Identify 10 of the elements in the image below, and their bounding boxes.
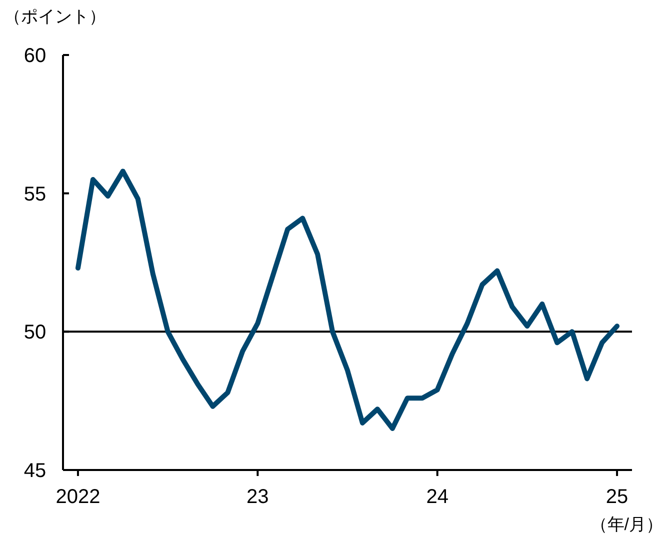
x-axis-title: （年/月） xyxy=(590,515,663,534)
x-tick-label: 25 xyxy=(606,486,628,508)
y-axis-title: （ポイント） xyxy=(4,7,106,26)
x-tick-label: 2022 xyxy=(56,486,100,508)
y-tick-label: 45 xyxy=(24,460,46,482)
x-tick-label: 23 xyxy=(246,486,269,508)
y-tick-label: 50 xyxy=(24,322,46,344)
y-tick-label: 55 xyxy=(24,183,46,206)
y-tick-label: 60 xyxy=(24,45,46,67)
x-tick-label: 24 xyxy=(426,486,448,508)
